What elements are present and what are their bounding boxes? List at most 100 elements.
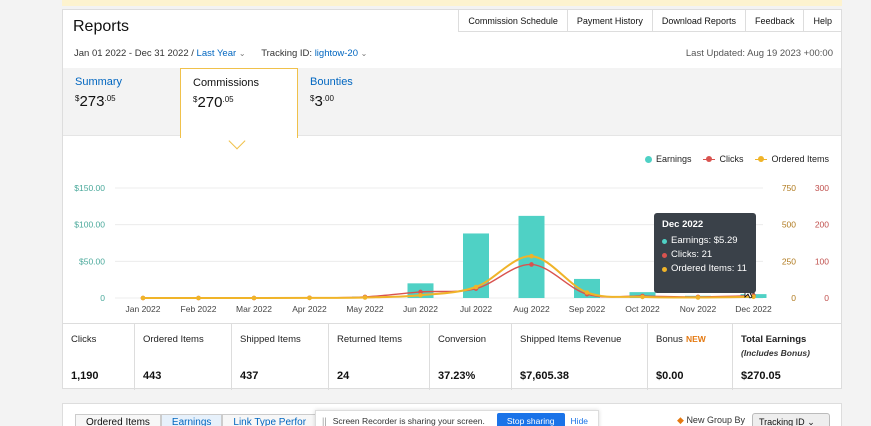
stat-shipped-revenue: Shipped Items Revenue $7,605.38: [512, 324, 648, 390]
value-cents: .05: [104, 94, 116, 103]
x-tick-label: Sep 2022: [569, 304, 606, 314]
tab-summary-label: Summary: [75, 76, 123, 88]
tab-ordered-items[interactable]: Ordered Items: [75, 414, 161, 426]
clicks-point: [418, 289, 423, 295]
date-preset-dropdown[interactable]: Last Year ⌄: [197, 48, 246, 59]
stat-value: $270.05: [741, 370, 781, 382]
tracking-select-label: Tracking ID: [759, 417, 805, 426]
stat-label: Conversion: [438, 334, 487, 345]
stat-label: Bonus NEW: [656, 334, 724, 345]
stat-value: $0.00: [656, 370, 684, 382]
tab-help[interactable]: Help: [803, 9, 842, 32]
tracking-id-label: Tracking ID:: [261, 48, 313, 59]
tab-summary-value: $273.05: [75, 93, 169, 110]
tooltip-title: Dec 2022: [662, 219, 704, 230]
stat-value: $7,605.38: [520, 370, 569, 382]
tab-summary[interactable]: Summary $273.05: [63, 68, 181, 136]
x-tick-label: Mar 2022: [236, 304, 272, 314]
ordered-items-point: [640, 294, 645, 300]
ordered-items-point: [584, 290, 590, 295]
group-by[interactable]: ◆ New Group By: [677, 415, 745, 426]
orders-swatch: [755, 155, 768, 163]
ordered-items-line: [142, 255, 754, 300]
y-right-inner-tick-label: 200: [815, 220, 829, 230]
tab-bounties-label: Bounties: [310, 76, 353, 88]
tab-commissions[interactable]: Commissions $270.05: [180, 68, 298, 138]
ordered-items-point: [529, 253, 534, 259]
tab-commission-schedule[interactable]: Commission Schedule: [458, 9, 567, 32]
y-left-tick-label: $50.00: [79, 256, 105, 266]
currency-symbol: $: [75, 94, 80, 103]
stat-value: 437: [240, 370, 259, 382]
legend-ordered-items[interactable]: Ordered Items: [755, 154, 829, 164]
tab-bounties-value: $3.00: [310, 93, 404, 110]
y-left-tick-label: 0: [100, 293, 105, 303]
x-tick-label: Nov 2022: [680, 304, 717, 314]
group-by-label: New Group By: [686, 415, 745, 425]
value-cents: .00: [322, 94, 334, 103]
earnings-bar: [574, 278, 600, 298]
currency-symbol: $: [193, 95, 198, 104]
y-right-inner-tick-label: 300: [815, 183, 829, 193]
tooltip-orders: Ordered Items: 11: [662, 262, 748, 276]
x-tick-label: Jul 2022: [460, 304, 492, 314]
ordered-items-point: [196, 295, 201, 301]
stat-value: 24: [337, 370, 350, 382]
tracking-id-value: lightow-20: [314, 48, 358, 59]
stat-clicks: Clicks 1,190: [63, 324, 135, 390]
ordered-items-point: [307, 295, 312, 301]
clicks-swatch: [703, 155, 716, 163]
y-right-outer-tick-label: 500: [782, 220, 796, 230]
tracking-id-select[interactable]: Tracking ID ⌄: [752, 413, 830, 426]
date-preset-label: Last Year: [196, 48, 237, 59]
tab-earnings[interactable]: Earnings: [160, 414, 223, 426]
tooltip-clicks: Clicks: 21: [662, 248, 748, 262]
value-cents: .05: [222, 95, 234, 104]
stat-conversion: Conversion 37.23%: [430, 324, 512, 390]
clicks-point: [529, 262, 534, 267]
x-tick-label: May 2022: [346, 304, 384, 314]
reports-panel: Reports Commission Schedule Payment Hist…: [62, 9, 842, 390]
stat-value: 37.23%: [438, 370, 476, 382]
tab-payment-history[interactable]: Payment History: [566, 9, 652, 32]
x-tick-label: Apr 2022: [292, 304, 327, 314]
tab-commissions-label: Commissions: [193, 77, 260, 89]
x-tick-label: Jun 2022: [403, 304, 438, 314]
y-right-outer-tick-label: 0: [791, 293, 796, 303]
legend-earnings[interactable]: Earnings: [644, 154, 692, 164]
chevron-down-icon: ⌄: [807, 417, 815, 426]
orders-dot: [662, 266, 667, 272]
tracking-id-dropdown[interactable]: lightow-20 ⌄: [315, 48, 368, 59]
y-right-inner-tick-label: 0: [824, 293, 829, 303]
stat-label: Returned Items: [337, 334, 402, 345]
stat-value: 443: [143, 370, 162, 382]
tab-feedback[interactable]: Feedback: [744, 9, 804, 32]
ordered-items-point: [751, 294, 756, 300]
earnings-swatch: [644, 155, 652, 163]
chevron-down-icon: ⌄: [238, 49, 246, 58]
stop-sharing-button[interactable]: Stop sharing: [496, 413, 565, 426]
tab-link-type-performance[interactable]: Link Type Perfor: [222, 414, 318, 426]
legend-clicks[interactable]: Clicks: [703, 154, 743, 164]
ordered-items-point: [695, 295, 701, 300]
stat-shipped-items: Shipped Items 437: [232, 324, 329, 390]
drag-handle-icon[interactable]: ||: [322, 416, 327, 426]
tab-download-reports[interactable]: Download Reports: [651, 9, 745, 32]
y-right-inner-tick-label: 100: [815, 256, 829, 266]
legend-clicks-label: Clicks: [719, 154, 744, 164]
share-text: Screen Recorder is sharing your screen.: [332, 416, 485, 426]
hide-button[interactable]: Hide: [570, 416, 589, 426]
stat-ordered-items: Ordered Items 443: [135, 324, 232, 390]
legend-earnings-label: Earnings: [655, 154, 692, 164]
header-tabs: Commission Schedule Payment History Down…: [458, 9, 842, 32]
y-left-tick-label: $150.00: [74, 183, 105, 193]
filters-row: Jan 01 2022 - Dec 31 2022 / Last Year ⌄ …: [74, 48, 367, 59]
tooltip-orders-text: Ordered Items: 11: [671, 263, 747, 274]
page-title: Reports: [73, 18, 130, 35]
stat-label: Total Earnings: [741, 334, 807, 345]
y-right-outer-tick-label: 250: [782, 256, 796, 266]
stat-label: Clicks: [71, 334, 97, 345]
ordered-items-point: [473, 284, 479, 290]
tab-bounties[interactable]: Bounties $3.00: [298, 68, 416, 136]
legend-orders-label: Ordered Items: [771, 154, 829, 164]
